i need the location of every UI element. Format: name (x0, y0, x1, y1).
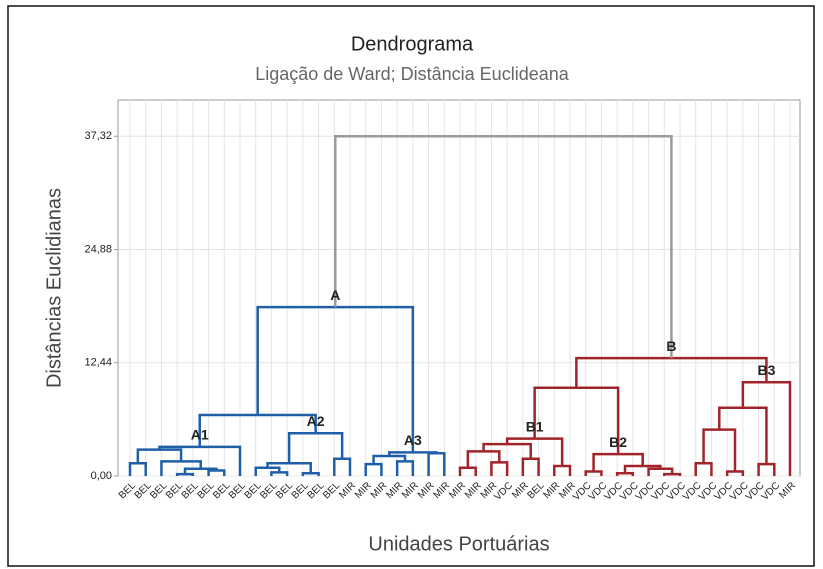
dendrogram-link (364, 462, 383, 476)
y-tick-label: 37,32 (84, 130, 112, 142)
cluster-label: B1 (526, 418, 544, 434)
plot-area (117, 99, 801, 477)
chart-subtitle: Ligação de Ward; Distância Euclideana (255, 64, 570, 84)
cluster-label: A (330, 287, 340, 303)
dendrogram-link (301, 472, 320, 476)
dendrogram-link (584, 470, 603, 476)
dendrogram-link (575, 356, 768, 388)
y-tick-label: 24,88 (84, 243, 112, 255)
dendrogram-link (287, 431, 344, 464)
y-tick-label: 12,44 (84, 357, 112, 369)
dendrogram-link (183, 467, 218, 475)
dendrogram-link (757, 462, 776, 476)
cluster-label: B2 (609, 434, 627, 450)
chart-title: Dendrograma (351, 33, 474, 55)
dendrogram-link (482, 442, 532, 459)
dendrogram-link (490, 461, 509, 476)
cluster-label: A2 (307, 413, 325, 429)
cluster-label: A3 (404, 432, 422, 448)
dendrogram-link (372, 454, 407, 465)
dendrogram-link (207, 469, 226, 476)
dendrogram-link (741, 380, 792, 476)
y-axis-label: Distâncias Euclidianas (43, 188, 65, 388)
dendrogram-link (158, 445, 242, 476)
dendrogram-link (615, 472, 635, 476)
dendrogram-link (647, 467, 674, 476)
dendrogram-link (334, 134, 673, 359)
dendrogram-link (256, 305, 415, 453)
dendrogram-link (466, 450, 501, 468)
cluster-label: B (666, 338, 676, 354)
x-axis-label: Unidades Portuárias (368, 533, 549, 555)
cluster-label: A1 (191, 427, 209, 443)
cluster-label: B3 (757, 362, 775, 378)
dendrogram-link (725, 470, 745, 476)
y-tick-label: 0,00 (91, 470, 112, 482)
